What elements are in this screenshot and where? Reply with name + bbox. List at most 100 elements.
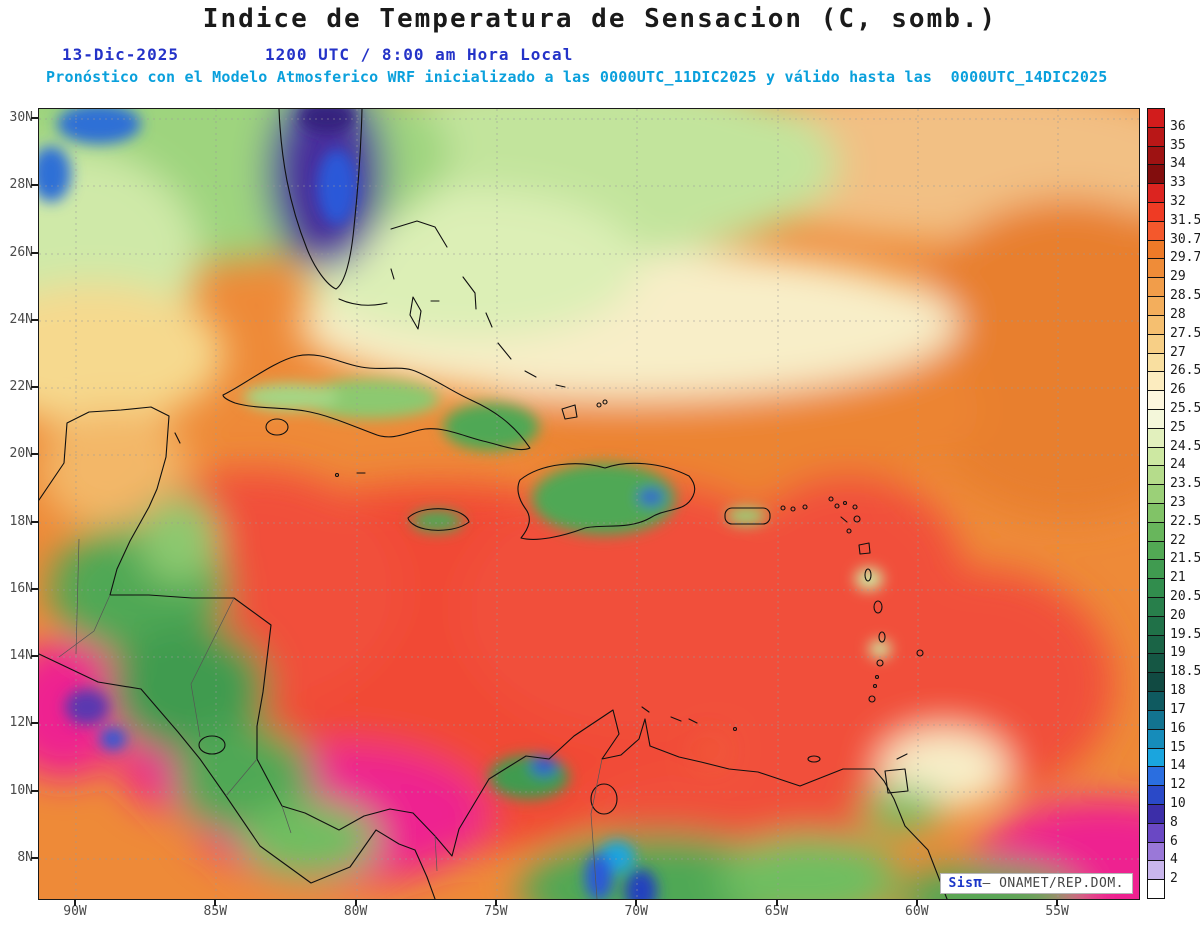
colorbar-cell [1147, 145, 1165, 166]
colorbar-cell [1147, 578, 1165, 599]
colorbar-cell [1147, 634, 1165, 655]
colorbar-tick-label: 22.5 [1170, 513, 1200, 529]
lon-tick-mark [775, 899, 778, 906]
map-area: Sisπ– ONAMET/REP.DOM. [38, 108, 1140, 900]
colorbar-cell [1147, 766, 1165, 787]
lat-tick-mark [31, 386, 38, 389]
colorbar-legend: 36 35 34 33 32 31.5 30.7 29.7 29 28.5 28 27.5 27 26.5… [1147, 108, 1200, 899]
lon-tick-mark [214, 899, 217, 906]
colorbar-cell [1147, 333, 1165, 354]
colorbar-cell [1147, 747, 1165, 768]
colorbar-tick-label: 2 [1170, 871, 1178, 887]
colorbar-tick-label: 23.5 [1170, 476, 1200, 492]
lat-tick-label: 20N [9, 446, 33, 462]
colorbar-tick-label: 30.7 [1170, 231, 1200, 247]
model-init-line: Pronóstico con el Modelo Atmosferico WRF… [46, 68, 1108, 86]
colorbar-cell [1147, 352, 1165, 373]
border-layer [58, 538, 603, 899]
coastline-layer [39, 109, 948, 899]
colorbar-tick-label: 16 [1170, 720, 1186, 736]
colorbar-cell [1147, 559, 1165, 580]
lat-tick-mark [31, 856, 38, 859]
lon-tick-label: 60W [905, 904, 929, 919]
colorbar-cell [1147, 258, 1165, 279]
colorbar-labels: 36 35 34 33 32 31.5 30.7 29.7 29 28.5 28 27.5 27 26.5… [1170, 108, 1200, 898]
colorbar-tick-label: 15 [1170, 739, 1186, 755]
lon-tick-label: 90W [63, 904, 87, 919]
lat-tick-label: 8N [17, 849, 33, 865]
colorbar-cell [1147, 465, 1165, 486]
colorbar-tick-label: 24.5 [1170, 438, 1200, 454]
watermark-rest: – ONAMET/REP.DOM. [982, 876, 1124, 891]
colorbar-cell [1147, 653, 1165, 674]
colorbar-tick-label: 36 [1170, 118, 1186, 134]
colorbar-cell [1147, 879, 1165, 899]
colorbar-tick-label: 27.5 [1170, 325, 1200, 341]
lon-tick-mark [1056, 899, 1059, 906]
lat-tick-label: 18N [9, 513, 33, 529]
colorbar-cells [1147, 108, 1165, 899]
colorbar-cell [1147, 220, 1165, 241]
lat-tick-mark [31, 318, 38, 321]
colorbar-tick-label: 25 [1170, 419, 1186, 435]
colorbar-cell [1147, 503, 1165, 523]
lon-tick-mark [74, 899, 76, 906]
colorbar-cell [1147, 860, 1165, 881]
lat-tick-mark [31, 184, 38, 187]
colorbar-tick-label: 18 [1170, 683, 1186, 699]
lat-tick-mark [31, 587, 38, 590]
colorbar-tick-label: 33 [1170, 175, 1186, 191]
colorbar-cell [1147, 785, 1165, 805]
lat-tick-label: 22N [9, 379, 33, 395]
colorbar-tick-label: 22 [1170, 532, 1186, 548]
lon-tick-label: 85W [203, 904, 228, 919]
colorbar-tick-label: 17 [1170, 701, 1186, 717]
lat-tick-label: 14N [9, 648, 33, 664]
colorbar-tick-label: 31.5 [1170, 212, 1200, 228]
colorbar-cell [1147, 540, 1165, 561]
colorbar-cell [1147, 822, 1165, 843]
colorbar-cell [1147, 277, 1165, 298]
colorbar-tick-label: 29 [1170, 269, 1186, 285]
lat-tick-label: 24N [9, 311, 33, 327]
colorbar-cell [1147, 709, 1165, 730]
lon-tick-label: 55W [1045, 904, 1069, 919]
colorbar-tick-label: 8 [1170, 814, 1178, 830]
colorbar-cell [1147, 371, 1165, 392]
temperature-detail-layer [39, 109, 891, 899]
colorbar-cell [1147, 202, 1165, 222]
watermark-sis: Sis [948, 876, 974, 891]
colorbar-cell [1147, 108, 1165, 128]
lon-tick-mark [635, 899, 638, 906]
colorbar-tick-label: 35 [1170, 137, 1186, 153]
lon-tick-label: 80W [343, 904, 368, 919]
colorbar-cell [1147, 296, 1165, 316]
colorbar-tick-label: 25.5 [1170, 400, 1200, 416]
lat-tick-label: 28N [9, 177, 33, 193]
lon-tick-label: 70W [624, 904, 648, 919]
colorbar-tick-label: 10 [1170, 795, 1186, 811]
temperature-field-layer [39, 109, 1139, 899]
colorbar-tick-label: 14 [1170, 758, 1186, 774]
lon-tick-mark [915, 899, 918, 906]
colorbar-cell [1147, 672, 1165, 693]
lat-tick-label: 10N [9, 782, 33, 798]
colorbar-cell [1147, 615, 1165, 636]
lat-tick-mark [31, 453, 38, 456]
colorbar-cell [1147, 521, 1165, 542]
lat-tick-mark [31, 789, 38, 792]
page-title: Indice de Temperatura de Sensacion (C, s… [202, 4, 998, 34]
colorbar-cell [1147, 408, 1165, 429]
colorbar-cell [1147, 803, 1165, 824]
lon-tick-mark [494, 899, 497, 906]
colorbar-cell [1147, 427, 1165, 448]
colorbar-cell [1147, 841, 1165, 862]
colorbar-tick-label: 29.7 [1170, 250, 1200, 266]
lat-tick-mark [31, 251, 38, 254]
lat-tick-label: 30N [9, 110, 33, 125]
colorbar-tick-label: 28 [1170, 306, 1186, 322]
colorbar-tick-label: 21.5 [1170, 551, 1200, 567]
colorbar-cell [1147, 239, 1165, 260]
colorbar-tick-label: 27 [1170, 344, 1186, 360]
lon-tick-label: 65W [764, 904, 789, 919]
